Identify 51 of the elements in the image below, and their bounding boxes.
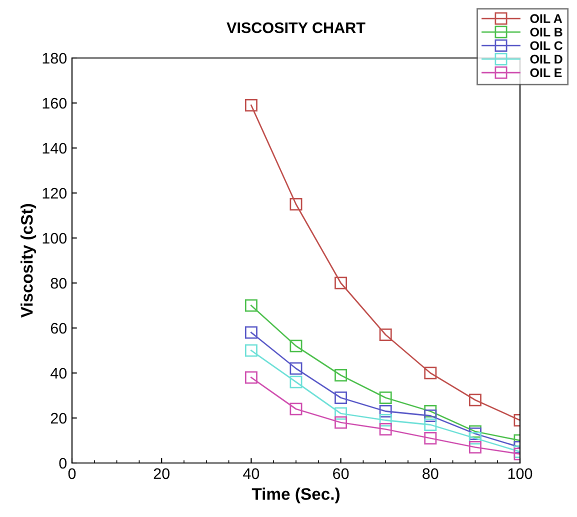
point [290, 362, 302, 375]
point [468, 394, 482, 406]
point [290, 402, 302, 416]
point [424, 366, 437, 380]
x-tick-label: 100 [508, 468, 532, 480]
x-tick-label: 20 [154, 468, 170, 480]
y-tick-label: 100 [42, 232, 67, 244]
point [424, 432, 437, 444]
y-tick-label: 120 [42, 188, 67, 199]
point [244, 299, 258, 312]
point [424, 418, 437, 431]
point [379, 414, 392, 426]
point [468, 441, 482, 454]
point [244, 371, 258, 384]
legend-label: OIL E [530, 68, 562, 78]
point [334, 392, 348, 404]
chart-title: VISCOSITY CHART [226, 22, 366, 34]
y-tick-label: 180 [42, 52, 67, 64]
x-tick-label: 60 [333, 468, 349, 480]
x-tick-label: 80 [422, 468, 438, 480]
point [290, 198, 302, 210]
point [424, 410, 437, 422]
point [244, 99, 258, 112]
x-tick-label: 0 [68, 468, 76, 480]
x-tick-label: 40 [243, 468, 260, 480]
point [379, 423, 392, 436]
point [244, 326, 258, 339]
legend-label: OIL A [530, 14, 562, 24]
point [334, 416, 348, 429]
point [334, 407, 348, 420]
legend-label: OIL D [530, 54, 562, 64]
point [290, 376, 302, 388]
y-tick-label: 140 [42, 142, 67, 154]
point [379, 328, 392, 341]
y-tick-label: 20 [50, 412, 67, 424]
y-axis-title: Viscosity (cSt) [20, 204, 36, 318]
legend-label: OIL B [530, 28, 562, 37]
point [379, 405, 392, 418]
point [334, 276, 348, 290]
x-axis-title: Time (Sec.) [252, 488, 340, 504]
legend-label: OIL C [530, 41, 563, 50]
y-tick-label: 160 [42, 98, 67, 109]
y-tick-label: 80 [50, 278, 67, 289]
point [468, 432, 482, 444]
point [244, 344, 258, 357]
point [334, 369, 348, 382]
y-tick-label: 40 [50, 368, 67, 379]
point [379, 392, 392, 404]
point [290, 340, 302, 352]
y-tick-label: 0 [59, 458, 67, 469]
y-tick-label: 60 [50, 322, 67, 334]
